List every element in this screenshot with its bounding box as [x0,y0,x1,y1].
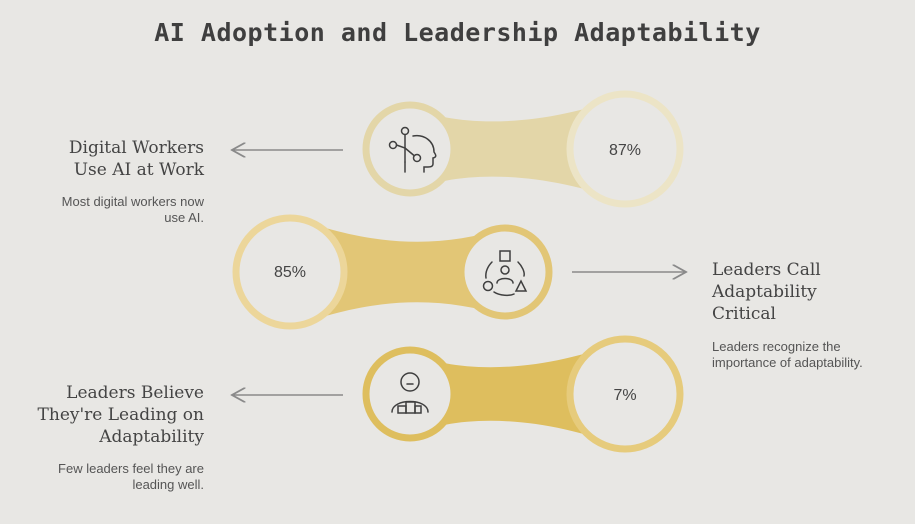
row-3-heading: Leaders Believe They're Leading on Adapt… [0,382,204,448]
page-title: AI Adoption and Leadership Adaptability [154,18,761,47]
row-2-description-line: Leaders recognize the [712,339,841,354]
row-3-heading-line: Adaptability [99,427,204,447]
row-3-heading-line: Leaders Believe [66,383,204,403]
row-1-description: Most digital workers now use AI. [0,194,204,226]
row-1-heading: Digital Workers Use AI at Work [0,137,204,181]
row-3-description: Few leaders feel they are leading well. [0,461,204,493]
row-2-heading: Leaders Call Adaptability Critical [712,259,902,325]
row-2-connector [232,214,553,330]
row-1-description-line: Most digital workers now [61,194,204,209]
row-3-value: 7% [613,387,636,404]
row-1-heading-line: Use AI at Work [73,160,204,180]
row-2-description-line: importance of adaptability. [712,355,863,370]
row-1-description-line: use AI. [164,210,204,225]
row-3-description-line: leading well. [132,477,204,492]
head-network-icon [388,126,437,173]
row-2-heading-line: Leaders Call [712,260,821,280]
row-2-value: 85% [274,264,306,281]
row-2-description: Leaders recognize the importance of adap… [712,339,907,371]
row-1-value: 87% [609,142,641,159]
row-3-connector [362,335,684,453]
row-3-description-line: Few leaders feel they are [58,461,204,476]
row-1-heading-line: Digital Workers [68,138,204,158]
row-3-heading-line: They're Leading on [37,405,204,425]
people-shapes-icon [482,250,528,297]
row-1-connector [362,90,684,208]
row-2-heading-line: Critical [712,304,776,324]
person-podium-icon [391,372,429,414]
row-2-heading-line: Adaptability [712,282,817,302]
